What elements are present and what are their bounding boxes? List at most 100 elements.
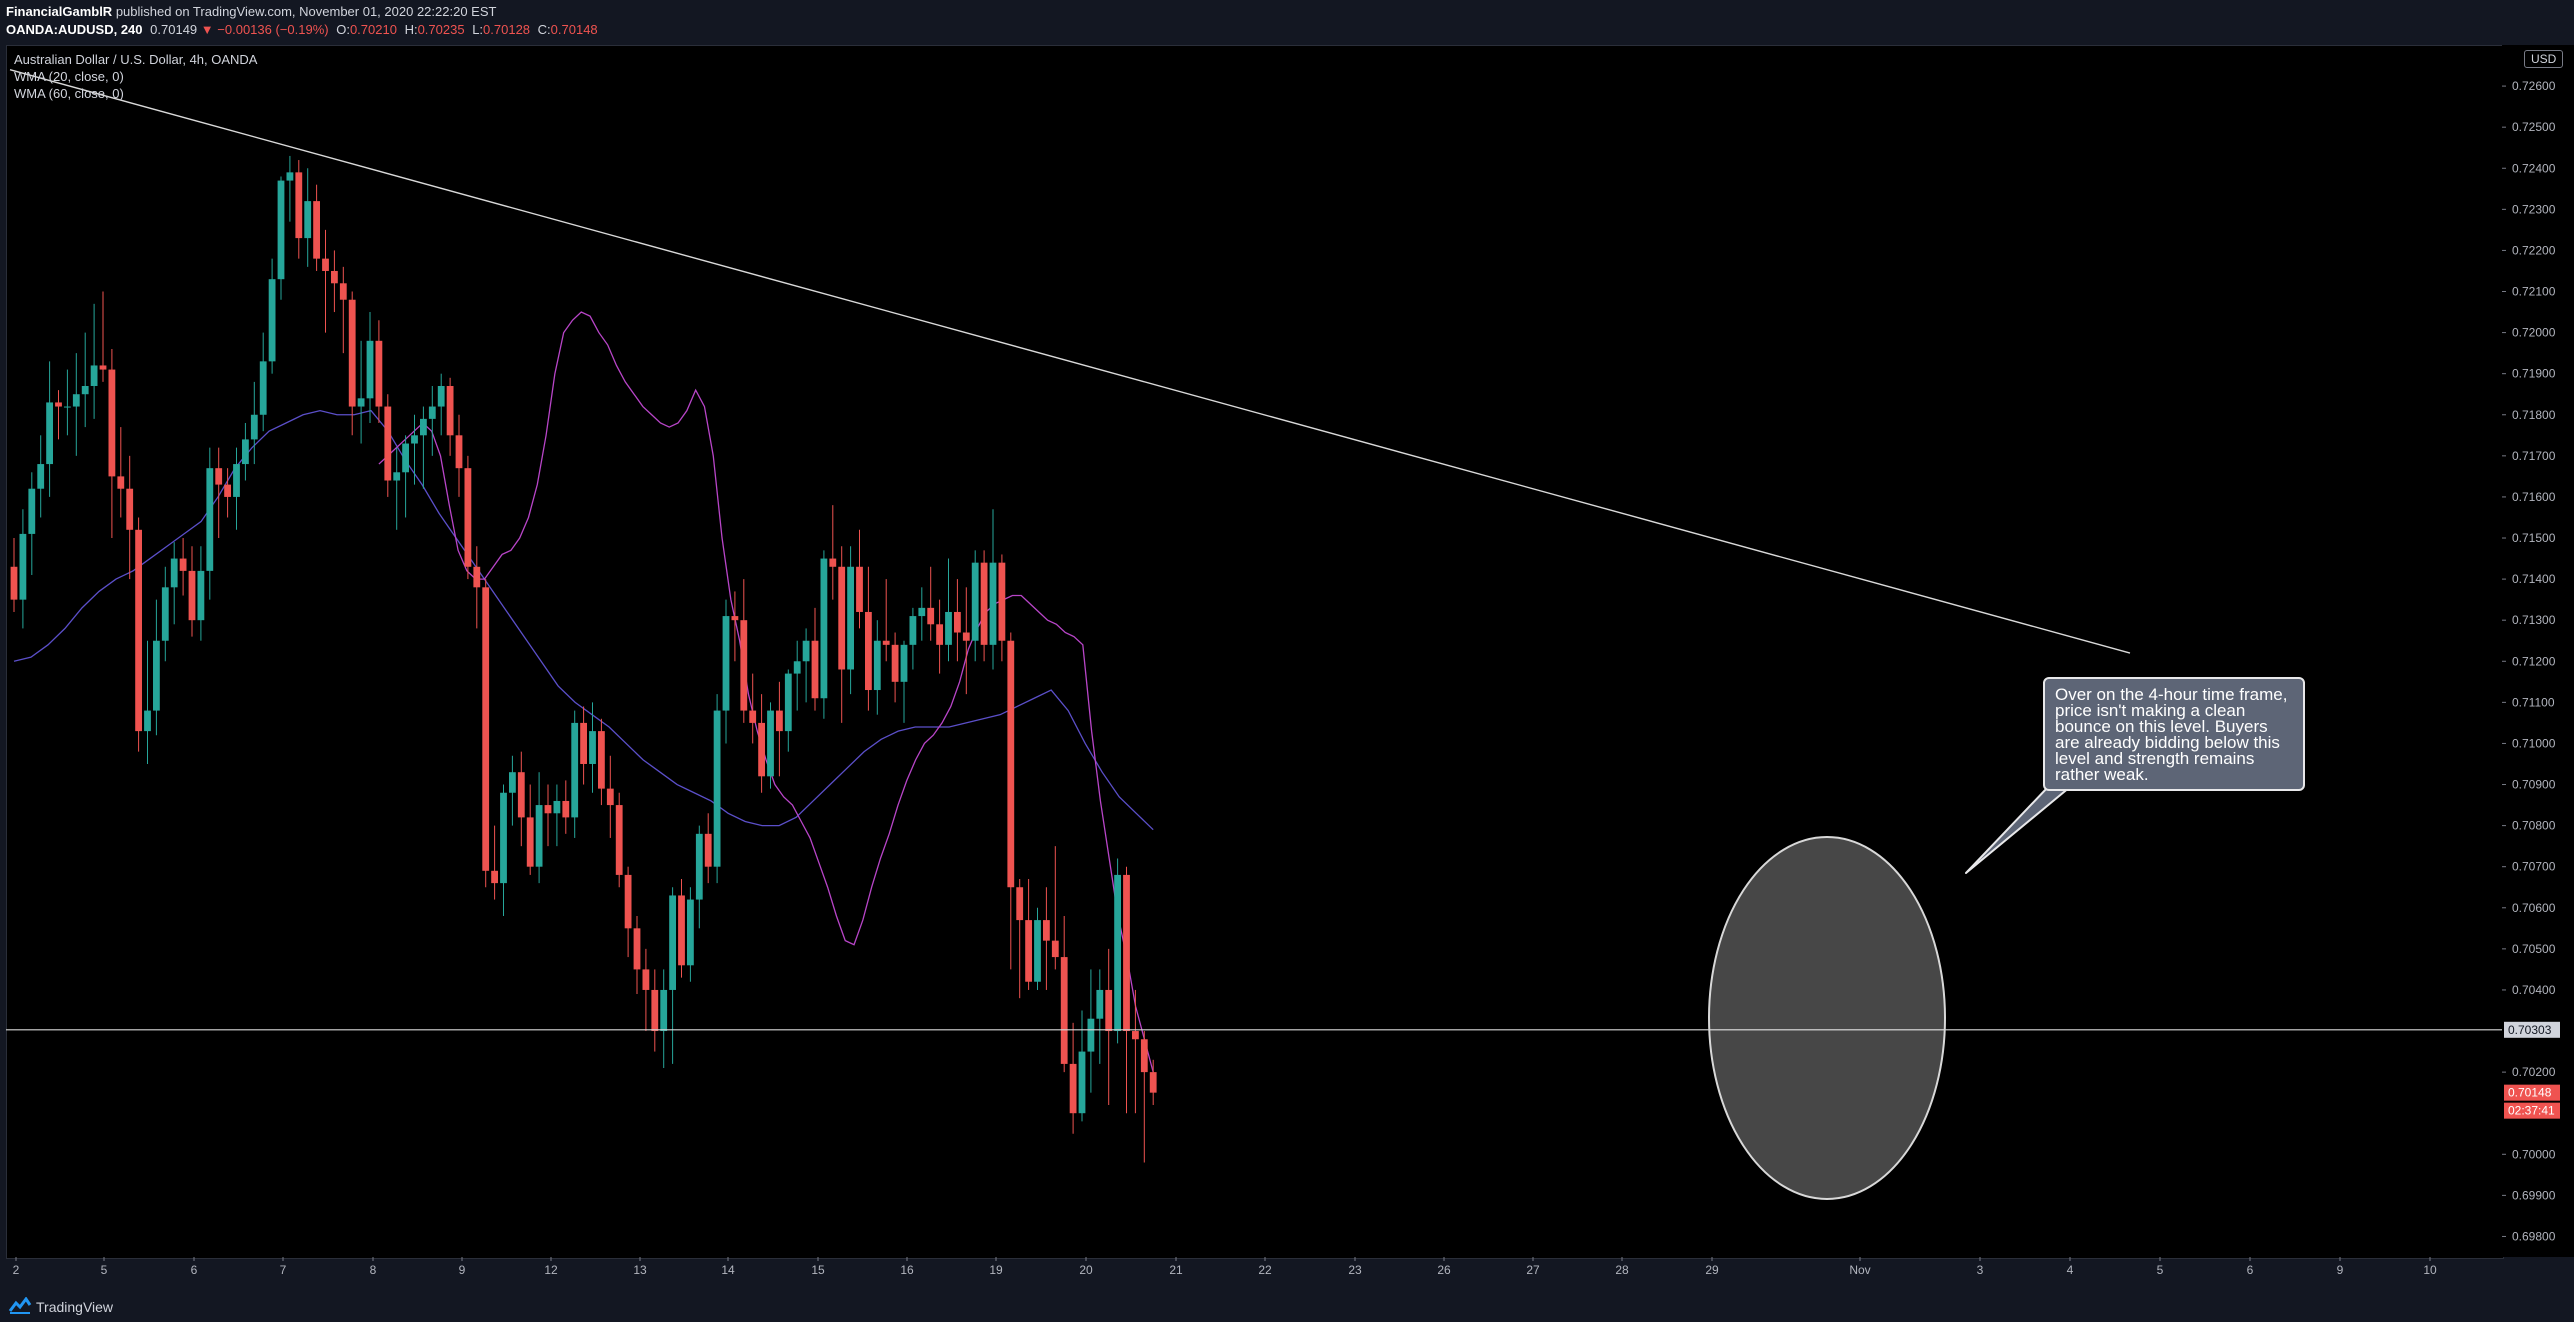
candle-body <box>339 283 347 300</box>
candle-body <box>144 710 151 732</box>
candle-body <box>900 644 908 682</box>
candle-body <box>259 361 267 415</box>
candle-up <box>873 620 881 715</box>
candle-down <box>856 529 863 629</box>
candle-body <box>704 833 712 867</box>
author-name[interactable]: FinancialGamblR <box>6 4 113 19</box>
candle-down <box>865 566 872 711</box>
candle-body <box>980 562 988 645</box>
time-label: 7 <box>280 1263 287 1277</box>
candle-down <box>384 394 392 497</box>
price-level-label: 0.69900 <box>2512 1188 2556 1202</box>
annotation-callout[interactable]: Over on the 4-hour time frame, price isn… <box>2043 677 2305 791</box>
close-value: 0.70148 <box>550 22 598 37</box>
price-axis[interactable] <box>2502 45 2574 1257</box>
candle-down <box>108 349 116 539</box>
candle-body <box>170 558 178 588</box>
candle-body <box>99 365 107 370</box>
candle-body <box>1051 940 1059 958</box>
candle-body <box>1096 989 1104 1019</box>
publish-info: FinancialGamblR published on TradingView… <box>6 2 496 22</box>
candle-up <box>509 755 516 826</box>
candle-body <box>856 566 863 612</box>
candle-down <box>678 879 685 978</box>
ohlc-line: OANDA:AUDUSD, 240 0.70149 ▼ −0.00136 (−0… <box>6 20 598 40</box>
candle-down <box>1140 1031 1148 1163</box>
time-label: 16 <box>900 1263 914 1277</box>
candle-body <box>1149 1072 1157 1093</box>
open-label: O: <box>336 22 350 37</box>
candle-body <box>64 406 71 408</box>
time-label: 29 <box>1705 1263 1719 1277</box>
candle-up <box>918 587 926 641</box>
candle-down <box>829 505 837 600</box>
candle-up <box>500 784 507 916</box>
time-label: 14 <box>721 1263 735 1277</box>
candle-body <box>19 533 27 600</box>
candle-body <box>197 570 205 621</box>
candle-body <box>784 673 792 732</box>
candle-up <box>669 887 676 1064</box>
candle-body <box>108 369 116 477</box>
candle-body <box>820 558 828 699</box>
candle-body <box>46 402 53 465</box>
horizontal-line-price-tag: 0.70303 <box>2504 1021 2560 1038</box>
candle-body <box>491 870 498 884</box>
low-label: L: <box>472 22 484 37</box>
candle-body <box>1140 1039 1148 1073</box>
time-label: 8 <box>370 1263 377 1277</box>
candle-body <box>90 365 98 387</box>
candle-body <box>188 570 196 621</box>
time-label: 13 <box>633 1263 647 1277</box>
candle-down <box>517 751 525 847</box>
candle-body <box>651 989 659 1032</box>
trendline <box>9 68 2131 654</box>
candle-body <box>553 800 561 814</box>
candle-up <box>357 340 365 444</box>
candle-down <box>651 969 659 1052</box>
candle-body <box>1105 989 1113 1032</box>
candle-down <box>331 250 338 313</box>
candle-down <box>624 866 632 958</box>
indicator-wma60-label[interactable]: WMA (60, close, 0) <box>14 86 124 101</box>
candle-down <box>446 377 454 456</box>
candle-body <box>927 607 935 625</box>
candle-body <box>357 398 365 407</box>
price-level-label: 0.72300 <box>2512 202 2556 216</box>
price-level-label: 0.71700 <box>2512 449 2556 463</box>
candle-body <box>767 710 774 777</box>
drawings[interactable] <box>6 68 2502 1200</box>
price-level-label: 0.71200 <box>2512 654 2556 668</box>
candle-body <box>411 435 418 444</box>
candle-up <box>420 406 427 489</box>
time-label: 12 <box>544 1263 558 1277</box>
candle-body <box>206 468 214 571</box>
candle-body <box>277 180 285 280</box>
candle-down <box>1123 866 1130 1114</box>
horizontal-line-price-tag-bg <box>2504 1021 2560 1038</box>
candle-down <box>117 427 125 518</box>
last-price-tag: 0.70148 <box>2504 1084 2560 1101</box>
candle-down <box>375 320 383 423</box>
candle-up <box>428 386 436 456</box>
time-label: 26 <box>1437 1263 1451 1277</box>
candle-body <box>233 464 240 497</box>
candle-up <box>402 435 409 518</box>
candle-down <box>295 160 303 259</box>
candle-body <box>749 710 757 723</box>
candle-down <box>339 266 347 354</box>
price-level-label: 0.70600 <box>2512 901 2556 915</box>
currency-badge[interactable]: USD <box>2524 50 2564 68</box>
footer-brand[interactable]: TradingView <box>36 1299 114 1315</box>
candle-down <box>322 229 329 333</box>
candle-body <box>865 611 872 691</box>
candle-down <box>544 784 552 847</box>
chart-pane[interactable] <box>6 45 2504 1259</box>
candle-body <box>544 805 552 814</box>
time-label: 6 <box>191 1263 198 1277</box>
candle-body <box>802 640 810 662</box>
time-label: 21 <box>1169 1263 1183 1277</box>
candle-up <box>1087 969 1095 1093</box>
indicator-wma20-label[interactable]: WMA (20, close, 0) <box>14 69 124 84</box>
